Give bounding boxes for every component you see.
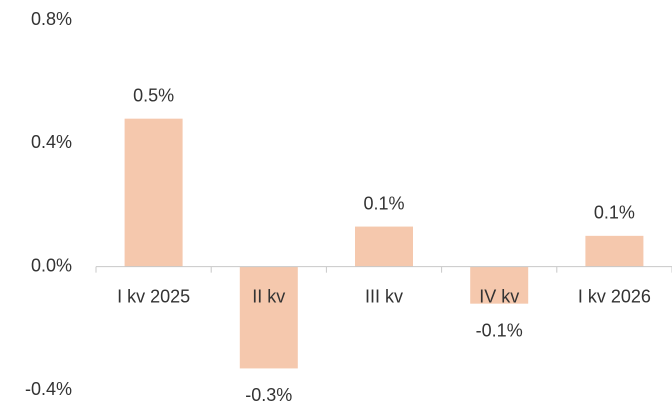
- bar: [585, 235, 644, 267]
- x-tick-label: II kv: [252, 286, 285, 306]
- value-label: 0.1%: [363, 193, 404, 213]
- y-tick-label: 0.8%: [31, 9, 72, 29]
- y-tick-label: -0.4%: [25, 379, 72, 399]
- value-label: -0.3%: [245, 385, 292, 405]
- x-tick-label: I kv 2026: [578, 286, 651, 306]
- value-label: -0.1%: [476, 320, 523, 340]
- value-label: 0.1%: [594, 203, 635, 223]
- bar: [239, 266, 298, 369]
- x-tick-label: I kv 2025: [117, 286, 190, 306]
- bar: [124, 118, 183, 267]
- x-tick-label: IV kv: [479, 286, 519, 306]
- bar: [470, 266, 529, 304]
- bar: [355, 226, 413, 267]
- y-tick-label: 0.4%: [31, 132, 72, 152]
- y-tick-label: 0.0%: [31, 255, 72, 275]
- x-tick-label: III kv: [365, 286, 403, 306]
- value-label: 0.5%: [133, 85, 174, 105]
